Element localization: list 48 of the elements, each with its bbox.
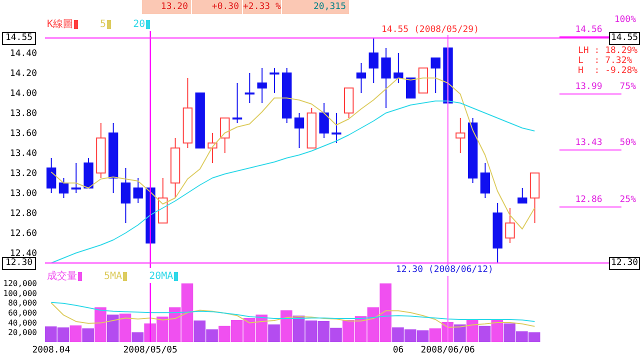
annotation: 50% <box>620 138 636 148</box>
y-tick-label: 40,000 <box>8 318 38 328</box>
y-tick-label: 14.00 <box>10 89 37 100</box>
y-tick-label: 12.40 <box>10 249 37 260</box>
annotation: LH : 18.29% <box>578 46 638 56</box>
text: +2.33 % <box>243 0 282 14</box>
annotation: 14.55 (2008/05/29) <box>381 25 480 35</box>
y-tick-label: 60,000 <box>8 308 38 318</box>
x-tick-label: 2008/06/06 <box>420 345 475 356</box>
y-tick-label: 12.80 <box>10 209 37 220</box>
y-tick-label: 13.80 <box>10 109 37 120</box>
legend-label: 5 <box>100 18 108 31</box>
y-tick-label: 12.60 <box>10 229 37 240</box>
annotation: H : -9.28% <box>578 66 638 76</box>
ref-line-label: 13.43 <box>575 138 602 148</box>
y-tick-label: 13.00 <box>10 189 37 200</box>
annotation: 12.30 (2008/06/12) <box>396 265 494 275</box>
y-tick-label: 100,000 <box>3 288 38 298</box>
legend-label: 5MA <box>104 270 124 283</box>
x-tick-label: 2008/05/05 <box>123 345 178 356</box>
y-tick-label: 14.40 <box>10 49 37 60</box>
ref-line-label: 12.30 <box>609 257 640 270</box>
ref-line-label: 13.99 <box>575 82 602 92</box>
y-tick-label: 80,000 <box>8 298 38 308</box>
y-tick-label: 13.40 <box>10 149 37 160</box>
y-tick-label: 13.60 <box>10 129 37 140</box>
y-tick-label: 14.20 <box>10 69 37 80</box>
annotation: L : 7.32% <box>578 56 634 66</box>
x-tick-label: 06 <box>392 345 404 356</box>
legend-label: 20MA <box>149 270 174 283</box>
ref-line-label: 14.56 <box>575 25 602 35</box>
text: 14.55 <box>5 33 33 43</box>
text: 13.20 <box>142 0 192 14</box>
text: 20,315 <box>282 0 350 14</box>
legend-label: 成交量 <box>47 270 78 283</box>
text: 12.30 <box>5 258 33 268</box>
y-tick-label: 13.20 <box>10 169 37 180</box>
legend-label: 20 <box>133 18 146 31</box>
ref-line-label: 14.55 <box>609 32 640 45</box>
text: +0.30 <box>192 0 243 14</box>
annotation: 75% <box>620 82 636 92</box>
annotation: 25% <box>620 195 636 205</box>
x-tick-label: 2008.04 <box>32 345 70 356</box>
ref-line-label: 12.86 <box>575 195 602 205</box>
y-tick-label: 120,000 <box>3 279 38 288</box>
legend-label: K線圖 <box>47 18 74 31</box>
text: 100% <box>614 15 636 25</box>
y-tick-label: 20,000 <box>8 328 38 338</box>
